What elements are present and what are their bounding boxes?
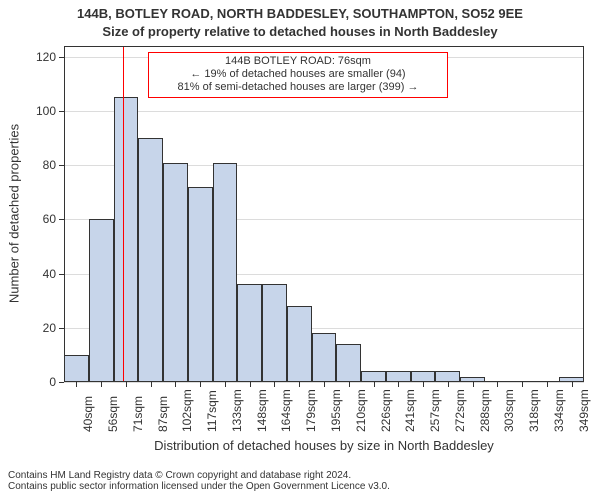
x-axis-label: Distribution of detached houses by size … xyxy=(64,438,584,453)
xtick-mark xyxy=(299,382,300,387)
histogram-bar xyxy=(262,284,287,382)
annotation-line-3: 81% of semi-detached houses are larger (… xyxy=(155,81,441,94)
xtick-label: 210sqm xyxy=(354,389,368,432)
ytick-mark xyxy=(59,165,64,166)
y-axis-label: Number of detached properties xyxy=(7,46,22,382)
xtick-label: 303sqm xyxy=(502,389,516,432)
ytick-mark xyxy=(59,328,64,329)
ytick-label: 60 xyxy=(26,212,56,226)
xtick-mark xyxy=(572,382,573,387)
xtick-label: 102sqm xyxy=(180,389,194,432)
xtick-label: 179sqm xyxy=(304,389,318,432)
histogram-bar xyxy=(361,371,386,382)
xtick-mark xyxy=(398,382,399,387)
xtick-label: 71sqm xyxy=(131,396,145,432)
xtick-label: 257sqm xyxy=(428,389,442,432)
xtick-mark xyxy=(200,382,201,387)
xtick-mark xyxy=(547,382,548,387)
property-marker-line xyxy=(123,46,124,382)
ytick-mark xyxy=(59,274,64,275)
histogram-bar xyxy=(386,371,411,382)
histogram-bar xyxy=(114,97,139,382)
ytick-label: 0 xyxy=(26,375,56,389)
xtick-label: 56sqm xyxy=(106,396,120,432)
xtick-mark xyxy=(250,382,251,387)
xtick-mark xyxy=(349,382,350,387)
ytick-mark xyxy=(59,382,64,383)
xtick-label: 133sqm xyxy=(230,389,244,432)
ytick-mark xyxy=(59,219,64,220)
xtick-mark xyxy=(473,382,474,387)
xtick-mark xyxy=(126,382,127,387)
xtick-label: 226sqm xyxy=(379,389,393,432)
histogram-bar xyxy=(138,138,163,382)
xtick-label: 241sqm xyxy=(403,389,417,432)
footer-attribution: Contains HM Land Registry data © Crown c… xyxy=(0,470,600,492)
xtick-mark xyxy=(175,382,176,387)
chart-address-title: 144B, BOTLEY ROAD, NORTH BADDESLEY, SOUT… xyxy=(0,6,600,21)
xtick-mark xyxy=(101,382,102,387)
annotation-line-2: ← 19% of detached houses are smaller (94… xyxy=(155,68,441,81)
annotation-line-1: 144B BOTLEY ROAD: 76sqm xyxy=(155,55,441,68)
xtick-mark xyxy=(274,382,275,387)
xtick-label: 349sqm xyxy=(577,389,591,432)
footer-line-1: Contains HM Land Registry data © Crown c… xyxy=(8,470,600,481)
xtick-label: 164sqm xyxy=(279,389,293,432)
xtick-label: 148sqm xyxy=(255,389,269,432)
histogram-bar xyxy=(237,284,262,382)
xtick-mark xyxy=(448,382,449,387)
ytick-label: 20 xyxy=(26,321,56,335)
histogram-bar xyxy=(89,219,114,382)
xtick-label: 40sqm xyxy=(81,396,95,432)
histogram-bar xyxy=(336,344,361,382)
xtick-label: 318sqm xyxy=(527,389,541,432)
histogram-bar xyxy=(163,163,188,382)
histogram-bar xyxy=(435,371,460,382)
property-annotation-box: 144B BOTLEY ROAD: 76sqm ← 19% of detache… xyxy=(148,52,448,98)
histogram-bar xyxy=(64,355,89,382)
histogram-bar xyxy=(312,333,337,382)
xtick-mark xyxy=(76,382,77,387)
ytick-mark xyxy=(59,57,64,58)
xtick-mark xyxy=(324,382,325,387)
ytick-label: 120 xyxy=(26,50,56,64)
histogram-bar xyxy=(411,371,436,382)
xtick-mark xyxy=(374,382,375,387)
ytick-mark xyxy=(59,111,64,112)
histogram-bar xyxy=(188,187,213,382)
xtick-mark xyxy=(522,382,523,387)
xtick-label: 87sqm xyxy=(156,396,170,432)
xtick-label: 288sqm xyxy=(478,389,492,432)
xtick-label: 195sqm xyxy=(329,389,343,432)
ytick-label: 40 xyxy=(26,267,56,281)
gridline xyxy=(64,111,584,112)
chart-subtitle: Size of property relative to detached ho… xyxy=(0,24,600,39)
xtick-mark xyxy=(225,382,226,387)
xtick-label: 334sqm xyxy=(552,389,566,432)
xtick-label: 272sqm xyxy=(453,389,467,432)
xtick-mark xyxy=(497,382,498,387)
ytick-label: 100 xyxy=(26,104,56,118)
ytick-label: 80 xyxy=(26,158,56,172)
histogram-bar xyxy=(287,306,312,382)
histogram-bar xyxy=(213,163,238,382)
xtick-mark xyxy=(423,382,424,387)
xtick-label: 117sqm xyxy=(205,390,219,432)
footer-line-2: Contains public sector information licen… xyxy=(8,481,600,492)
xtick-mark xyxy=(151,382,152,387)
